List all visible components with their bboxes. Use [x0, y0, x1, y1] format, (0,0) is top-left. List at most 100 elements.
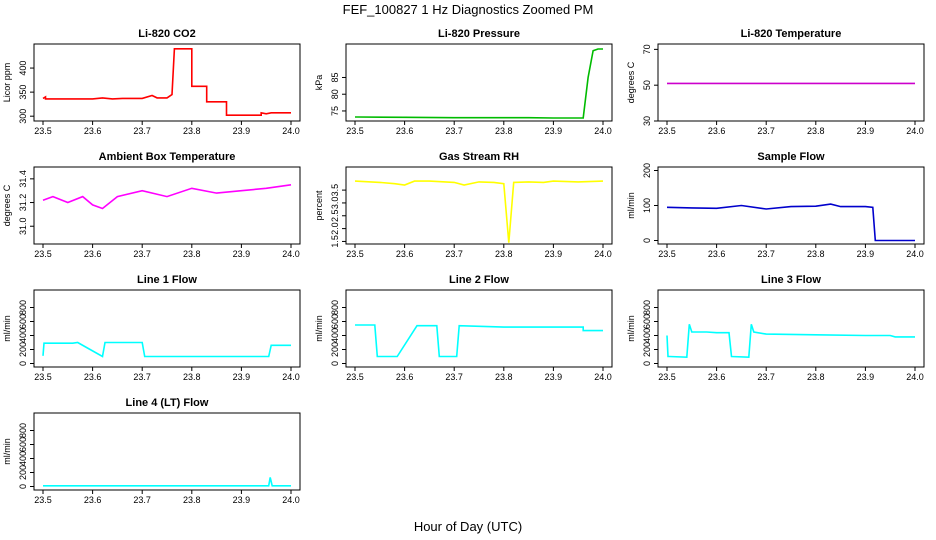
series-line — [42, 184, 292, 210]
y-tick-label: 80 — [330, 89, 340, 99]
y-tick-label: 3.0 — [330, 197, 340, 210]
plot-frame — [657, 43, 925, 122]
x-tick-label: 24.0 — [282, 372, 300, 382]
x-tick-label: 23.8 — [807, 126, 825, 136]
x-tick-label: 23.9 — [857, 126, 875, 136]
x-tick-label: 23.5 — [346, 126, 364, 136]
x-tick-label: 23.6 — [84, 372, 102, 382]
x-tick-label: 24.0 — [282, 495, 300, 505]
x-tick-label: 23.8 — [183, 372, 201, 382]
series-line — [355, 48, 603, 119]
x-tick-label: 23.7 — [757, 249, 775, 259]
x-tick-label: 23.6 — [396, 249, 414, 259]
panel-ylabel: ml/min — [2, 438, 12, 465]
panel-ylabel: degrees C — [626, 61, 636, 103]
x-tick-label: 23.9 — [857, 249, 875, 259]
x-tick-label: 23.5 — [658, 126, 676, 136]
plot-frame — [33, 412, 301, 491]
figure-title: FEF_100827 1 Hz Diagnostics Zoomed PM — [343, 2, 594, 17]
plot-frame — [345, 289, 613, 368]
y-tick-label: 70 — [642, 44, 652, 54]
series-line — [355, 324, 603, 358]
x-tick-label: 23.6 — [84, 249, 102, 259]
y-tick-label: 31.4 — [18, 170, 28, 188]
series-line — [42, 47, 291, 116]
x-tick-label: 24.0 — [906, 372, 924, 382]
panel-title: Li-820 Temperature — [741, 28, 842, 40]
panel-title: Line 1 Flow — [137, 274, 197, 286]
x-tick-label: 23.8 — [495, 372, 513, 382]
panel-title: Ambient Box Temperature — [99, 151, 236, 163]
y-tick-label: 800 — [18, 423, 28, 438]
panel-ylabel: ml/min — [626, 192, 636, 219]
panel-title: Line 4 (LT) Flow — [126, 397, 209, 409]
y-tick-label: 600 — [642, 314, 652, 329]
y-tick-label: 400 — [642, 328, 652, 343]
x-tick-label: 23.8 — [183, 495, 201, 505]
x-tick-label: 23.7 — [445, 126, 463, 136]
y-tick-label: 600 — [18, 437, 28, 452]
panel-title: Line 3 Flow — [761, 274, 821, 286]
y-tick-label: 31.0 — [18, 217, 28, 235]
y-tick-label: 400 — [18, 328, 28, 343]
x-tick-label: 23.5 — [34, 126, 52, 136]
panel-ylabel: degrees C — [2, 184, 12, 226]
x-tick-label: 23.7 — [133, 126, 151, 136]
y-tick-label: 3.5 — [330, 184, 340, 197]
panel-ylabel: percent — [314, 190, 324, 221]
panel-ylabel: ml/min — [314, 315, 324, 342]
x-tick-label: 23.8 — [183, 249, 201, 259]
series-line — [42, 341, 291, 358]
x-tick-label: 23.6 — [84, 126, 102, 136]
y-tick-label: 85 — [330, 72, 340, 82]
x-tick-label: 23.6 — [708, 249, 726, 259]
panel-ylabel: ml/min — [2, 315, 12, 342]
x-tick-label: 23.9 — [233, 495, 251, 505]
y-tick-label: 400 — [18, 451, 28, 466]
panel-6: Sample Flow ml/min 23.5 23.6 23.7 23.8 23.9 24.… — [626, 151, 925, 259]
x-tick-label: 24.0 — [282, 126, 300, 136]
figure-xlabel: Hour of Day (UTC) — [414, 519, 522, 534]
x-tick-label: 23.8 — [183, 126, 201, 136]
panel-9: Line 3 Flow ml/min 23.5 23.6 23.7 23.8 23.9 24.… — [626, 274, 925, 382]
y-tick-label: 1.5 — [330, 235, 340, 248]
plot-frame — [33, 43, 301, 122]
x-tick-label: 23.6 — [84, 495, 102, 505]
x-tick-label: 23.7 — [445, 372, 463, 382]
y-tick-label: 50 — [642, 80, 652, 90]
panel-ylabel: Licor ppm — [2, 63, 12, 103]
panel-title: Li-820 CO2 — [138, 28, 195, 40]
y-tick-label: 200 — [330, 342, 340, 357]
y-tick-label: 200 — [642, 163, 652, 178]
y-tick-label: 350 — [18, 85, 28, 100]
y-tick-label: 400 — [330, 328, 340, 343]
panel-title: Line 2 Flow — [449, 274, 509, 286]
y-tick-label: 800 — [18, 300, 28, 315]
x-tick-label: 23.7 — [133, 495, 151, 505]
y-tick-label: 200 — [642, 342, 652, 357]
x-tick-label: 23.5 — [346, 372, 364, 382]
x-tick-label: 23.5 — [658, 372, 676, 382]
panel-title: Gas Stream RH — [439, 151, 519, 163]
panel-title: Li-820 Pressure — [438, 28, 520, 40]
y-tick-label: 200 — [18, 342, 28, 357]
x-tick-label: 23.6 — [708, 126, 726, 136]
x-tick-label: 23.9 — [545, 372, 563, 382]
y-tick-label: 0 — [18, 361, 28, 366]
x-tick-label: 23.9 — [233, 126, 251, 136]
x-tick-label: 23.8 — [495, 249, 513, 259]
y-tick-label: 600 — [330, 314, 340, 329]
y-tick-label: 30 — [642, 116, 652, 126]
plot-frame — [657, 289, 925, 368]
series-line — [666, 203, 915, 242]
x-tick-label: 24.0 — [906, 126, 924, 136]
panel-3: Li-820 Temperature degrees C 23.5 23.6 23.7 2… — [626, 28, 925, 136]
x-tick-label: 24.0 — [594, 126, 612, 136]
y-tick-label: 0 — [642, 238, 652, 243]
x-tick-label: 23.9 — [545, 249, 563, 259]
x-tick-label: 23.7 — [445, 249, 463, 259]
y-tick-label: 200 — [18, 465, 28, 480]
panel-title: Sample Flow — [757, 151, 825, 163]
x-tick-label: 23.9 — [857, 372, 875, 382]
